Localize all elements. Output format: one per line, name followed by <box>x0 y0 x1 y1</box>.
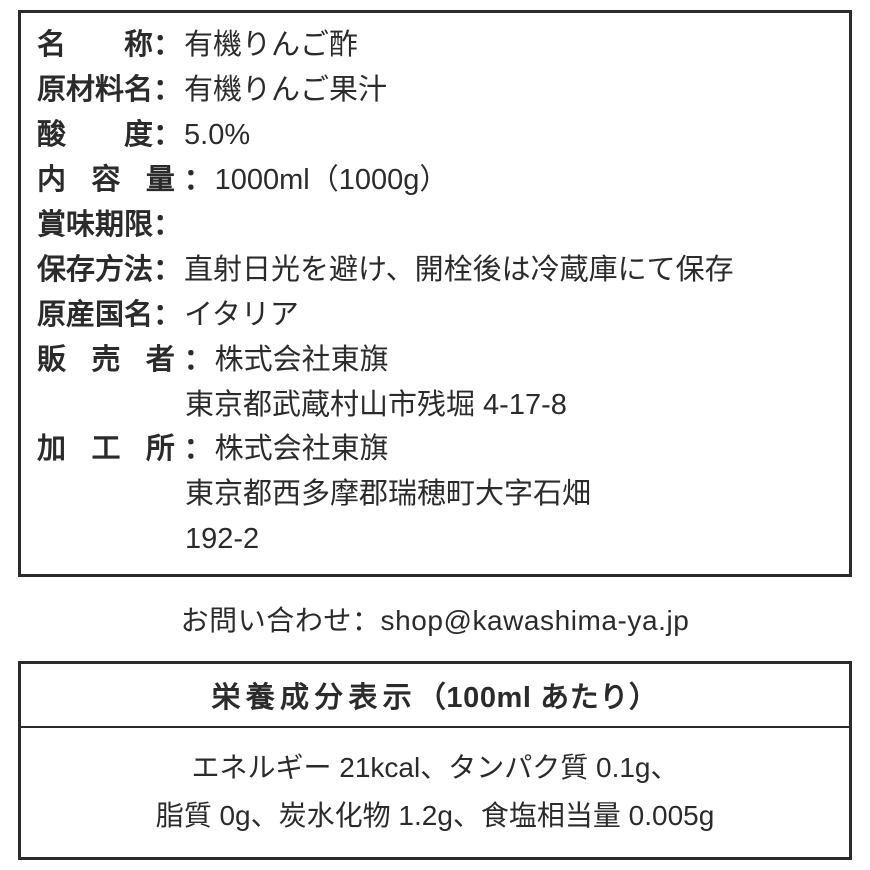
info-colon: ： <box>184 158 215 203</box>
info-value: 直射日光を避け、開栓後は冷蔵庫にて保存 <box>184 248 734 293</box>
info-value: 有機りんご酢 <box>184 23 358 68</box>
info-label: 賞味期限 <box>37 203 153 248</box>
info-row: 加 工 所：株式会社東旗 <box>37 427 833 472</box>
info-value: 有機りんご果汁 <box>184 68 387 113</box>
info-label: 加 工 所 <box>37 427 184 472</box>
info-row: 原産国名：イタリア <box>37 293 833 338</box>
info-row: 酸 度：5.0% <box>37 113 833 158</box>
info-value: 5.0% <box>184 113 250 158</box>
info-colon: ： <box>153 293 184 338</box>
nutrition-header-prefix: 栄養成分表示 <box>212 682 417 714</box>
info-value: 1000ml（1000g） <box>215 158 449 203</box>
info-value: イタリア <box>184 293 299 338</box>
info-label: 保存方法 <box>37 248 153 293</box>
nutrition-header: 栄養成分表示（100ml あたり） <box>21 664 849 728</box>
info-label: 原産国名 <box>37 293 153 338</box>
nutrition-header-unit: （100ml あたり） <box>417 682 659 714</box>
product-info-box: 名 称：有機りんご酢原材料名：有機りんご果汁酸 度：5.0%内 容 量：1000… <box>18 10 852 577</box>
contact-line: お問い合わせ：shop@kawashima-ya.jp <box>18 599 852 639</box>
nutrition-body: エネルギー 21kcal、タンパク質 0.1g、 脂質 0g、炭水化物 1.2g… <box>21 728 849 857</box>
info-row: 原材料名：有機りんご果汁 <box>37 68 833 113</box>
info-colon: ： <box>184 338 215 383</box>
info-row: 名 称：有機りんご酢 <box>37 23 833 68</box>
info-value: 株式会社東旗 <box>215 427 389 472</box>
info-value: 株式会社東旗 <box>215 338 389 383</box>
info-label: 内 容 量 <box>37 158 184 203</box>
info-value-subline: 192-2 <box>37 517 833 562</box>
info-colon: ： <box>184 427 215 472</box>
info-row: 販 売 者：株式会社東旗 <box>37 338 833 383</box>
info-colon: ： <box>153 203 184 248</box>
info-colon: ： <box>153 248 184 293</box>
info-value-subline: 東京都西多摩郡瑞穂町大字石畑 <box>37 472 833 517</box>
nutrition-line-1: エネルギー 21kcal、タンパク質 0.1g、 <box>31 744 839 792</box>
info-label: 酸 度 <box>37 113 153 158</box>
info-row: 保存方法：直射日光を避け、開栓後は冷蔵庫にて保存 <box>37 248 833 293</box>
info-label: 名 称 <box>37 23 153 68</box>
info-value-subline: 東京都武蔵村山市残堀 4-17-8 <box>37 383 833 428</box>
nutrition-line-2: 脂質 0g、炭水化物 1.2g、食塩相当量 0.005g <box>31 792 839 840</box>
info-row: 賞味期限： <box>37 203 833 248</box>
info-label: 販 売 者 <box>37 338 184 383</box>
info-row: 内 容 量：1000ml（1000g） <box>37 158 833 203</box>
nutrition-box: 栄養成分表示（100ml あたり） エネルギー 21kcal、タンパク質 0.1… <box>18 661 852 860</box>
info-label: 原材料名 <box>37 68 153 113</box>
info-colon: ： <box>153 68 184 113</box>
contact-email: shop@kawashima-ya.jp <box>381 605 690 636</box>
contact-label: お問い合わせ： <box>181 605 381 636</box>
info-colon: ： <box>153 23 184 68</box>
info-colon: ： <box>153 113 184 158</box>
